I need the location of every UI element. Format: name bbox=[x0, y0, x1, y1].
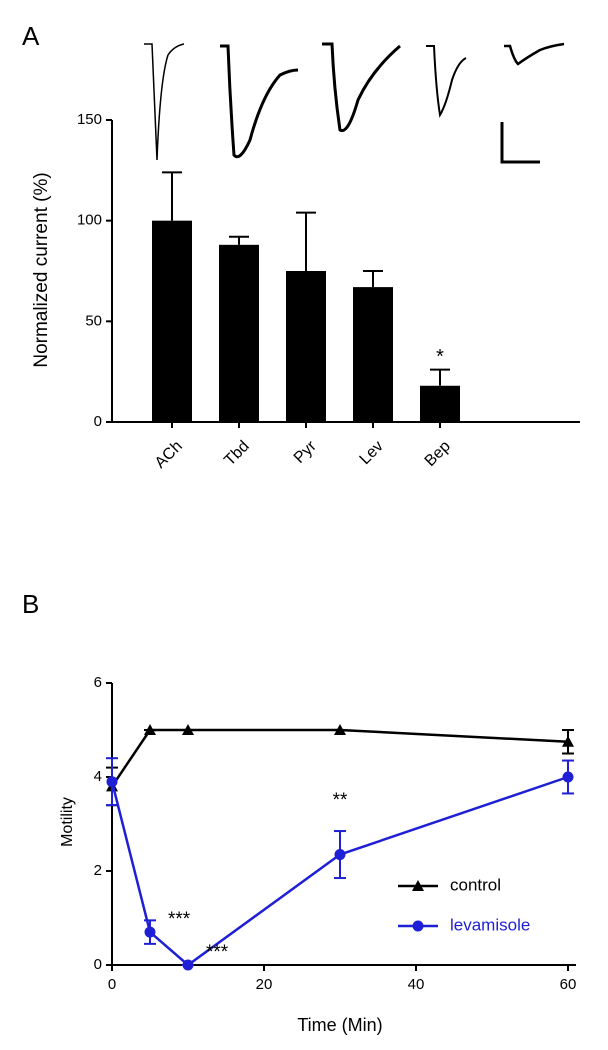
bar bbox=[286, 271, 326, 422]
bar bbox=[420, 385, 460, 422]
x-tick-label: Pyr bbox=[291, 437, 320, 466]
series-line bbox=[110, 728, 569, 788]
x-tick-label: 0 bbox=[108, 976, 116, 993]
x-tick-label: Lev bbox=[357, 438, 387, 468]
y-tick-label: 150 bbox=[77, 111, 102, 128]
marker bbox=[334, 849, 346, 861]
x-tick-label: Tbd bbox=[221, 438, 253, 470]
marker bbox=[144, 926, 156, 938]
legend-marker bbox=[412, 880, 424, 891]
y-axis-label: Motility bbox=[59, 797, 76, 847]
marker bbox=[334, 724, 346, 735]
legend-label: control bbox=[450, 875, 501, 894]
y-tick-label: 4 bbox=[94, 768, 102, 785]
marker bbox=[562, 771, 574, 783]
y-tick-label: 100 bbox=[77, 212, 102, 229]
legend-label: levamisole bbox=[450, 915, 530, 934]
marker bbox=[182, 959, 194, 971]
x-tick-label: 60 bbox=[560, 976, 577, 993]
y-tick-label: 0 bbox=[94, 956, 102, 973]
y-tick-label: 0 bbox=[94, 413, 102, 430]
panel-label: A bbox=[22, 21, 40, 51]
x-tick-label: 20 bbox=[256, 976, 273, 993]
panel-label: B bbox=[22, 589, 39, 619]
bar bbox=[219, 244, 259, 422]
y-tick-label: 2 bbox=[94, 862, 102, 879]
marker bbox=[106, 776, 118, 788]
marker bbox=[182, 724, 194, 735]
significance-label: *** bbox=[206, 942, 229, 963]
y-axis-label: Normalized current (%) bbox=[31, 172, 52, 367]
x-tick-label: Bep bbox=[422, 438, 454, 470]
marker bbox=[144, 724, 156, 735]
legend-marker bbox=[412, 920, 424, 932]
bar bbox=[353, 287, 393, 422]
marker bbox=[562, 735, 574, 747]
x-tick-label: ACh bbox=[152, 438, 186, 472]
y-tick-label: 50 bbox=[85, 312, 102, 329]
significance-label: *** bbox=[168, 909, 191, 930]
current-traces bbox=[144, 42, 565, 164]
y-tick-label: 6 bbox=[94, 674, 102, 691]
x-axis-label: Time (Min) bbox=[297, 1015, 382, 1035]
bar bbox=[152, 220, 192, 422]
significance-label: ** bbox=[333, 790, 348, 811]
significance-label: * bbox=[436, 346, 444, 368]
x-tick-label: 40 bbox=[408, 976, 425, 993]
